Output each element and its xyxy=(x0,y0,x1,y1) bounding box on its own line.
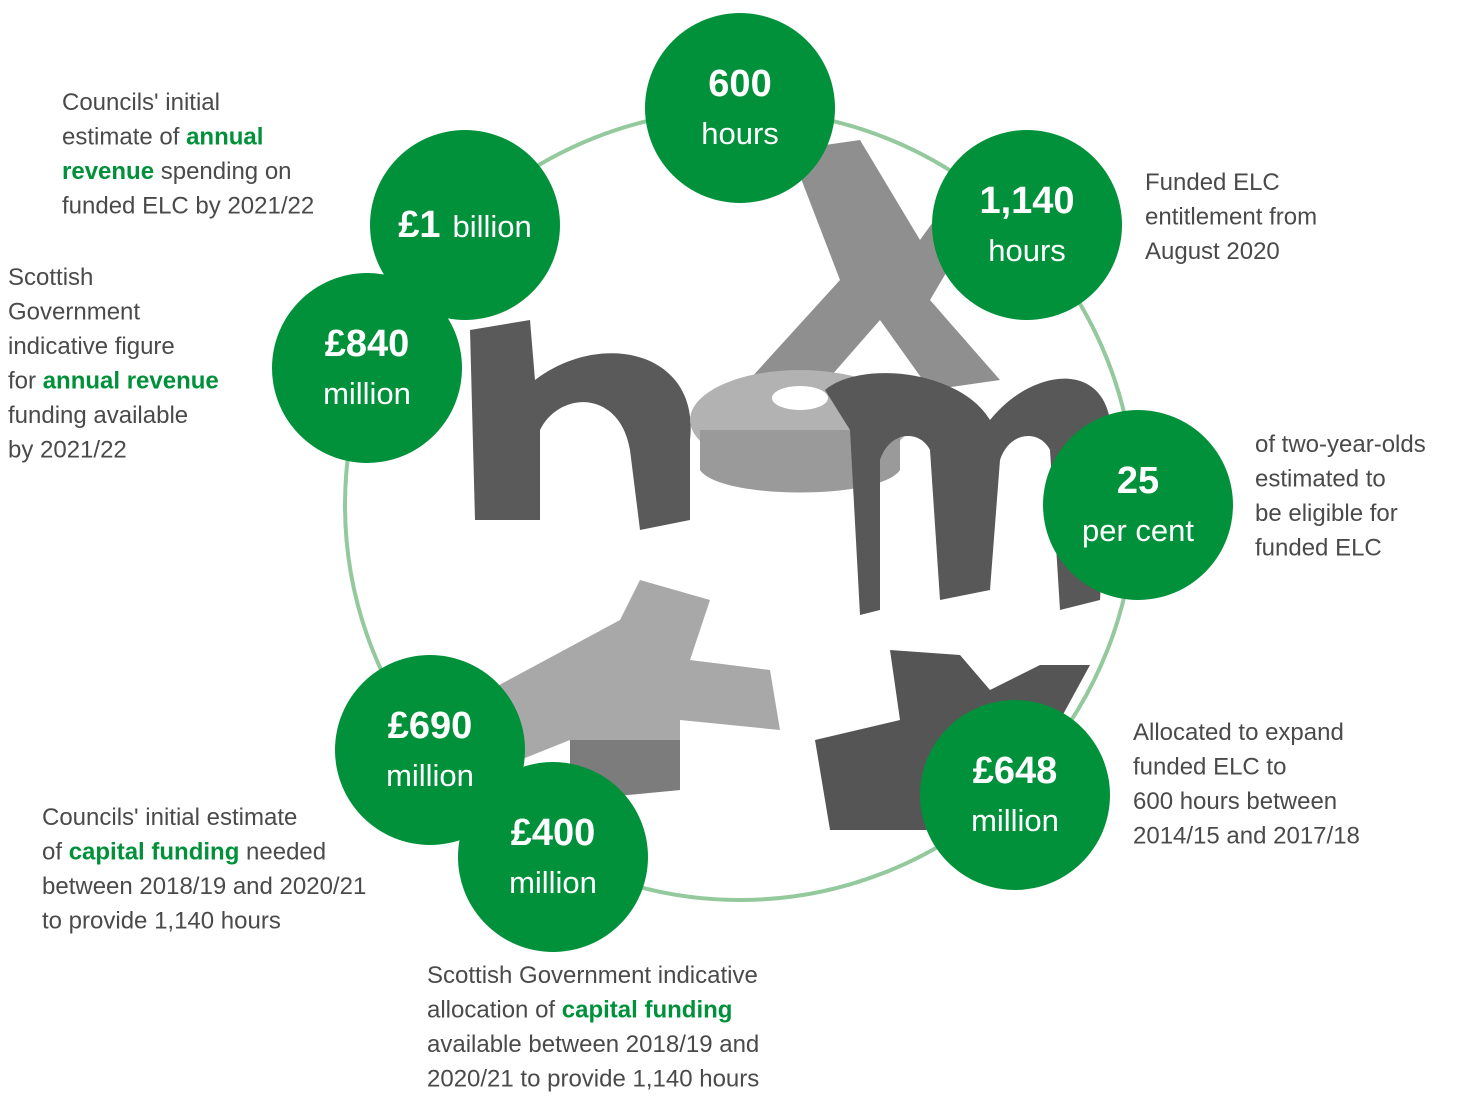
caption-line: between 2018/19 and 2020/21 xyxy=(42,873,366,900)
caption-line: to provide 1,140 hours xyxy=(42,908,281,935)
caption-line: 2014/15 and 2017/18 xyxy=(1133,823,1360,850)
caption-text: Government xyxy=(8,299,140,326)
stat-circle xyxy=(370,130,560,320)
caption-text: 2014/15 and 2017/18 xyxy=(1133,823,1360,850)
stat-value: £648 xyxy=(973,750,1058,792)
caption-text: Allocated to expand xyxy=(1133,719,1344,746)
stat-unit: per cent xyxy=(1082,513,1194,548)
caption-line: Funded ELC xyxy=(1145,169,1280,196)
stat-unit: hours xyxy=(701,116,779,151)
caption-emphasis: revenue xyxy=(62,158,154,185)
caption-text: indicative figure xyxy=(8,333,175,360)
caption-line: funded ELC to xyxy=(1133,754,1286,781)
caption-line: for annual revenue xyxy=(8,368,219,395)
caption-text: funded ELC xyxy=(1255,535,1382,562)
caption-text: spending on xyxy=(154,158,291,185)
caption-emphasis: annual xyxy=(186,124,263,151)
caption-text: allocation of xyxy=(427,997,562,1024)
stat-unit: hours xyxy=(988,233,1066,268)
caption-line: Scottish xyxy=(8,264,93,291)
caption-line: entitlement from xyxy=(1145,204,1317,231)
caption-line: funded ELC xyxy=(1255,535,1382,562)
caption-line: available between 2018/19 and xyxy=(427,1031,759,1058)
caption-text: of two-year-olds xyxy=(1255,431,1426,458)
caption-text: between 2018/19 and 2020/21 xyxy=(42,873,366,900)
caption-line: funding available xyxy=(8,402,188,429)
caption-text: funding available xyxy=(8,402,188,429)
caption-line: revenue spending on xyxy=(62,158,292,185)
caption-emphasis: annual revenue xyxy=(43,368,219,395)
stat-value: 1,140 xyxy=(979,180,1074,222)
stat-circle xyxy=(932,130,1122,320)
caption-line: Scottish Government indicative xyxy=(427,962,758,989)
caption-text: 2020/21 to provide 1,140 hours xyxy=(427,1066,759,1093)
caption-line: 2020/21 to provide 1,140 hours xyxy=(427,1066,759,1093)
caption-line: funded ELC by 2021/22 xyxy=(62,193,314,220)
caption-text: entitlement from xyxy=(1145,204,1317,231)
caption-line: Councils' initial estimate xyxy=(42,804,297,831)
caption-text: needed xyxy=(239,839,326,866)
caption-text: to provide 1,140 hours xyxy=(42,908,281,935)
caption-line: by 2021/22 xyxy=(8,437,127,464)
stat-unit: million xyxy=(386,758,474,793)
caption-text: Scottish xyxy=(8,264,93,291)
stat-value: £400 xyxy=(511,812,596,854)
stat-text: £1 billion xyxy=(398,204,532,246)
stat-value: £690 xyxy=(388,705,473,747)
caption-text: funded ELC to xyxy=(1133,754,1286,781)
stat-unit: billion xyxy=(453,209,532,244)
caption-text: funded ELC by 2021/22 xyxy=(62,193,314,220)
stat-value: £1 xyxy=(398,204,440,246)
caption-text: August 2020 xyxy=(1145,238,1280,265)
caption-line: 600 hours between xyxy=(1133,788,1337,815)
caption-emphasis: capital funding xyxy=(69,839,240,866)
caption-text: Councils' initial xyxy=(62,89,220,116)
stat-circle xyxy=(272,273,462,463)
caption-line: indicative figure xyxy=(8,333,175,360)
caption-line: August 2020 xyxy=(1145,238,1280,265)
stat-unit: million xyxy=(323,376,411,411)
caption-emphasis: capital funding xyxy=(562,997,733,1024)
caption-line: estimated to xyxy=(1255,466,1386,493)
caption-text: estimated to xyxy=(1255,466,1386,493)
caption-text: by 2021/22 xyxy=(8,437,127,464)
caption-text: Funded ELC xyxy=(1145,169,1280,196)
caption-text: available between 2018/19 and xyxy=(427,1031,759,1058)
caption-text: of xyxy=(42,839,69,866)
caption-line: be eligible for xyxy=(1255,500,1398,527)
caption-line: of two-year-olds xyxy=(1255,431,1426,458)
caption-text: estimate of xyxy=(62,124,186,151)
caption-text: Councils' initial estimate xyxy=(42,804,297,831)
stat-unit: million xyxy=(971,803,1059,838)
stat-circle xyxy=(645,13,835,203)
caption-line: Government xyxy=(8,299,140,326)
caption-line: Allocated to expand xyxy=(1133,719,1344,746)
caption-line: estimate of annual xyxy=(62,124,263,151)
caption-line: of capital funding needed xyxy=(42,839,326,866)
stat-value: 600 xyxy=(708,63,771,105)
stat-circle xyxy=(335,655,525,845)
stat-circle xyxy=(458,762,648,952)
caption-text: for xyxy=(8,368,43,395)
stat-value: £840 xyxy=(325,323,410,365)
stat-circle xyxy=(920,700,1110,890)
stat-unit: million xyxy=(509,865,597,900)
caption-text: 600 hours between xyxy=(1133,788,1337,815)
caption-line: Councils' initial xyxy=(62,89,220,116)
stat-value: 25 xyxy=(1117,460,1159,502)
caption-line: allocation of capital funding xyxy=(427,997,732,1024)
caption-text: be eligible for xyxy=(1255,500,1398,527)
stat-circle xyxy=(1043,410,1233,600)
caption-text: Scottish Government indicative xyxy=(427,962,758,989)
